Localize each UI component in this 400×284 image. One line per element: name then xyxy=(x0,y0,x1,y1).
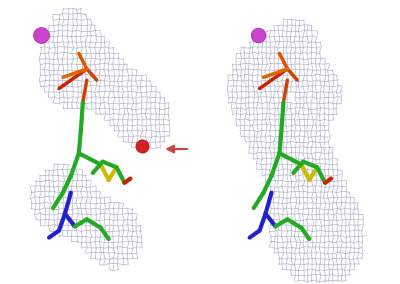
Point xyxy=(38,33,44,37)
Point xyxy=(139,144,146,149)
Point xyxy=(254,33,261,37)
